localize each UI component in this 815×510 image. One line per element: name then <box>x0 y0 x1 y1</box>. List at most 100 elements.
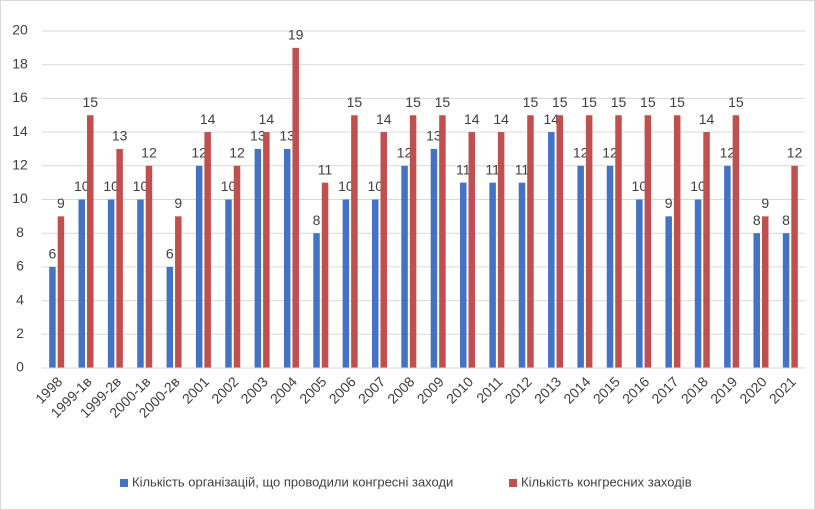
data-label: 15 <box>435 94 451 110</box>
y-tick-label: 8 <box>16 224 24 240</box>
data-label: 12 <box>602 145 618 161</box>
data-label: 10 <box>133 178 149 194</box>
bar <box>548 132 555 368</box>
bar <box>753 233 760 368</box>
data-label: 9 <box>761 195 769 211</box>
data-label: 15 <box>669 94 685 110</box>
bar <box>761 216 769 368</box>
legend-label: Кількість конгресних заходів <box>521 474 692 489</box>
data-label: 15 <box>523 94 539 110</box>
data-label: 10 <box>103 178 119 194</box>
data-label: 12 <box>720 145 736 161</box>
data-label: 15 <box>347 94 363 110</box>
bar <box>439 115 446 368</box>
data-label: 15 <box>611 94 627 110</box>
data-label: 14 <box>699 111 715 127</box>
data-label: 8 <box>313 212 321 228</box>
data-label: 13 <box>426 128 442 144</box>
data-label: 15 <box>728 94 744 110</box>
data-label: 9 <box>665 195 673 211</box>
data-label: 14 <box>200 111 216 127</box>
y-tick-label: 16 <box>12 89 28 105</box>
bar <box>195 165 203 368</box>
bar <box>145 165 153 368</box>
bar <box>497 132 505 368</box>
data-label: 11 <box>515 161 530 177</box>
bar <box>204 132 211 368</box>
bar <box>460 182 467 368</box>
bar <box>724 165 731 368</box>
data-label: 14 <box>493 111 509 127</box>
y-tick-label: 20 <box>12 22 28 38</box>
data-label: 9 <box>57 195 65 211</box>
bar <box>342 199 350 368</box>
bar <box>351 115 358 368</box>
bar <box>313 233 320 368</box>
data-label: 13 <box>250 128 266 144</box>
data-label: 15 <box>640 94 656 110</box>
data-label: 12 <box>787 145 803 161</box>
data-label: 12 <box>191 145 207 161</box>
bar <box>380 132 387 368</box>
bar <box>78 199 86 368</box>
data-label: 14 <box>259 111 275 127</box>
data-label: 10 <box>367 178 383 194</box>
bar <box>527 115 534 368</box>
legend-label: Кількість організацій, що проводили конг… <box>132 474 453 489</box>
data-label: 8 <box>753 212 761 228</box>
bar <box>116 148 123 368</box>
data-label: 12 <box>229 145 245 161</box>
bar <box>782 233 790 368</box>
bar <box>401 165 408 368</box>
bar <box>615 115 622 368</box>
data-label: 19 <box>288 27 304 43</box>
bar <box>175 216 182 368</box>
data-label: 10 <box>632 178 648 194</box>
data-label: 10 <box>74 178 90 194</box>
bar <box>644 115 652 368</box>
bar <box>292 47 299 368</box>
y-tick-label: 14 <box>12 123 28 139</box>
bar <box>577 165 584 368</box>
bar <box>107 199 115 368</box>
data-label: 12 <box>573 145 589 161</box>
data-label: 10 <box>690 178 706 194</box>
data-label: 14 <box>376 111 392 127</box>
bar <box>556 115 564 368</box>
legend-swatch <box>120 479 128 487</box>
bar <box>87 115 94 368</box>
data-label: 6 <box>49 246 57 262</box>
data-label: 6 <box>166 246 174 262</box>
data-label: 11 <box>456 161 471 177</box>
y-tick-label: 12 <box>12 157 28 173</box>
bar <box>791 165 798 368</box>
data-label: 11 <box>318 161 333 177</box>
y-tick-label: 2 <box>16 325 24 341</box>
data-label: 8 <box>782 212 790 228</box>
data-label: 11 <box>485 161 500 177</box>
bar <box>166 266 174 368</box>
bar <box>263 132 270 368</box>
data-label: 12 <box>141 145 157 161</box>
data-label: 10 <box>338 178 354 194</box>
bar <box>732 115 740 368</box>
data-label: 12 <box>397 145 413 161</box>
bar <box>606 165 614 368</box>
bar <box>233 165 241 368</box>
data-label: 15 <box>552 94 568 110</box>
data-label: 10 <box>221 178 237 194</box>
bar <box>371 199 379 368</box>
data-label: 9 <box>174 195 182 211</box>
bar <box>518 182 526 368</box>
data-label: 13 <box>279 128 295 144</box>
data-label: 15 <box>405 94 421 110</box>
bar <box>137 199 144 368</box>
bar <box>225 199 232 368</box>
bar <box>283 148 291 368</box>
bar <box>321 182 329 368</box>
data-label: 15 <box>82 94 98 110</box>
bar <box>49 266 56 368</box>
bar <box>703 132 710 368</box>
legend-swatch <box>509 479 517 487</box>
